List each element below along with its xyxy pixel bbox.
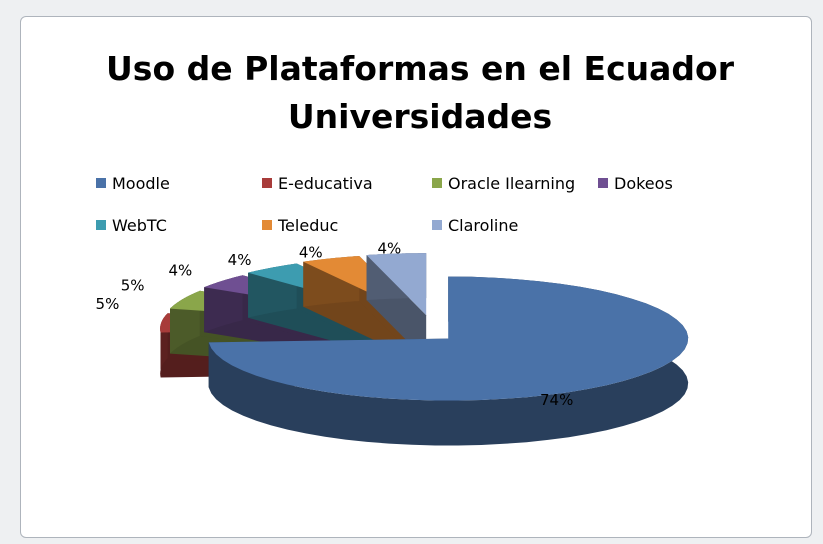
legend-label: Oracle Ilearning — [448, 174, 575, 193]
data-label: 4% — [168, 261, 192, 279]
legend-swatch — [262, 178, 272, 188]
legend-swatch — [262, 220, 272, 230]
data-label: 5% — [121, 276, 145, 294]
legend-label: Dokeos — [614, 174, 673, 193]
legend-swatch — [96, 220, 106, 230]
slice — [366, 253, 427, 316]
legend-swatch — [598, 178, 608, 188]
chart-title: Uso de Plataformas en el Ecuador — [106, 49, 735, 88]
data-label: 4% — [377, 239, 401, 257]
data-label: 4% — [228, 251, 252, 269]
legend-label: Teleduc — [277, 216, 338, 235]
legend-swatch — [432, 178, 442, 188]
data-label: 74% — [540, 391, 573, 409]
legend-label: WebTC — [112, 216, 167, 235]
legend-swatch — [96, 178, 106, 188]
slice — [208, 276, 689, 401]
chart-title: Universidades — [288, 97, 552, 136]
legend-swatch — [432, 220, 442, 230]
data-label: 5% — [96, 295, 120, 313]
data-label: 4% — [299, 243, 323, 261]
legend-label: Claroline — [448, 216, 518, 235]
legend-label: E-educativa — [278, 174, 373, 193]
legend-label: Moodle — [112, 174, 170, 193]
